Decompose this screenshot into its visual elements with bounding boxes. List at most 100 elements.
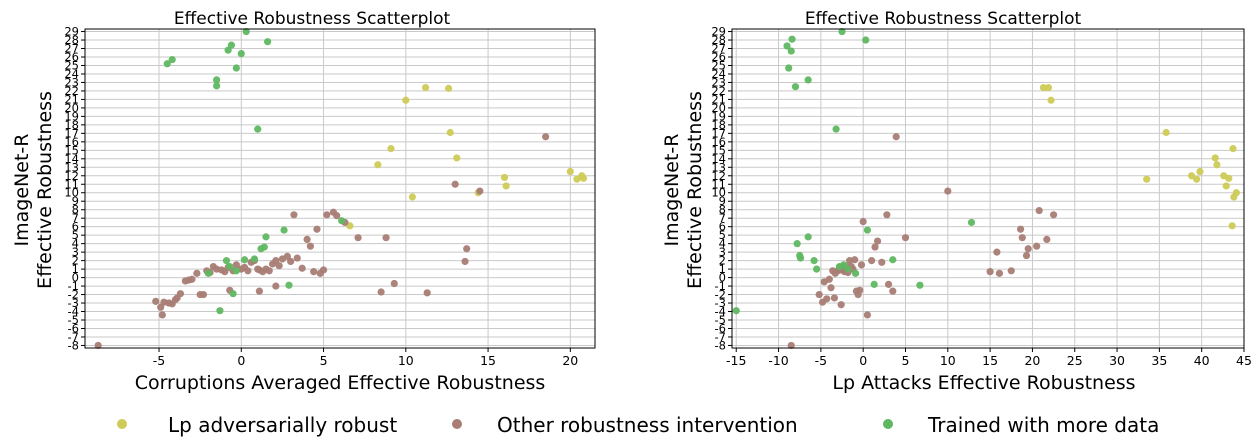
right-chart-title: Effective Robustness Scatterplot [805, 9, 1082, 29]
y-tick-label: 7 [719, 211, 726, 225]
point-lp-adversarially-robust [446, 128, 454, 137]
point-trained-with-more-data [264, 38, 272, 46]
left-x-ticks: -5 0 5 10 15 20 [153, 348, 578, 368]
y-tick-label: 4 [72, 237, 79, 251]
right-x-axis-label: Lp Attacks Effective Robustness [832, 372, 1135, 394]
point-lp-adversarially-robust [1232, 189, 1240, 197]
point-trained-with-more-data [338, 217, 346, 225]
point-trained-with-more-data [168, 55, 176, 64]
point-other-robustness-intervention [944, 187, 952, 195]
y-tick-label: 22 [711, 84, 726, 98]
point-other-robustness-intervention [857, 261, 866, 269]
point-other-robustness-intervention [878, 258, 886, 266]
y-tick-label: 14 [711, 152, 726, 166]
right-y-axis-label-line1: ImageNet-R [661, 134, 683, 247]
left-y-ticks: -8-7-6-5-4-3-2-1012345678910111213141516… [64, 25, 85, 352]
point-trained-with-more-data [862, 36, 870, 44]
point-other-robustness-intervention [542, 133, 550, 141]
y-tick-label: 23 [711, 75, 726, 89]
left-plot-frame [84, 28, 596, 349]
point-trained-with-more-data [863, 226, 872, 234]
point-other-robustness-intervention [884, 280, 893, 288]
right-y-ticks: -8-7-6-5-4-3-2-1012345678910111213141516… [711, 25, 732, 352]
x-tick-label: 5 [320, 353, 328, 368]
y-tick-label: 6 [719, 220, 726, 234]
point-lp-adversarially-robust [1187, 172, 1196, 180]
point-lp-adversarially-robust [1143, 175, 1151, 183]
point-other-robustness-intervention [290, 211, 298, 219]
point-trained-with-more-data [213, 82, 221, 90]
point-other-robustness-intervention [889, 287, 897, 295]
point-other-robustness-intervention [423, 289, 431, 297]
y-tick-label: 5 [72, 228, 79, 242]
point-other-robustness-intervention [319, 266, 328, 274]
point-trained-with-more-data [227, 41, 236, 49]
point-lp-adversarially-robust [500, 173, 509, 182]
y-tick-label: 17 [711, 126, 726, 140]
point-lp-adversarially-robust [1047, 96, 1055, 104]
left-x-axis-label: Corruptions Averaged Effective Robustnes… [135, 372, 546, 394]
point-other-robustness-intervention [883, 211, 891, 219]
point-other-robustness-intervention [390, 279, 398, 288]
point-trained-with-more-data [967, 218, 976, 227]
point-other-robustness-intervention [823, 295, 831, 303]
point-other-robustness-intervention [188, 275, 196, 283]
point-other-robustness-intervention [354, 234, 362, 242]
point-other-robustness-intervention [377, 288, 385, 296]
point-other-robustness-intervention [451, 180, 459, 188]
point-other-robustness-intervention [293, 254, 301, 262]
point-other-robustness-intervention [255, 287, 263, 295]
x-tick-label: 15 [480, 353, 496, 368]
point-trained-with-more-data [785, 64, 793, 72]
y-tick-label: 25 [711, 58, 726, 72]
point-other-robustness-intervention [1049, 211, 1058, 219]
y-tick-label: -2 [68, 288, 79, 302]
y-tick-label: 8 [719, 203, 726, 217]
legend: Lp adversarially robust Other robustness… [117, 413, 1159, 437]
y-tick-label: -4 [68, 305, 79, 319]
point-other-robustness-intervention [986, 268, 994, 276]
point-other-robustness-intervention [323, 211, 331, 219]
point-other-robustness-intervention [382, 234, 390, 242]
point-trained-with-more-data [813, 265, 821, 273]
y-tick-label: 11 [64, 177, 79, 191]
y-tick-label: 15 [64, 143, 79, 157]
y-tick-label: 25 [64, 58, 79, 72]
y-tick-label: 10 [711, 186, 726, 200]
point-other-robustness-intervention [199, 290, 208, 299]
point-trained-with-more-data [285, 281, 293, 289]
point-other-robustness-intervention [158, 311, 166, 319]
y-tick-label: 16 [711, 135, 726, 149]
y-tick-label: 8 [72, 203, 79, 217]
x-tick-label: 30 [1109, 353, 1125, 368]
y-tick-label: -5 [715, 313, 726, 327]
y-tick-label: 13 [64, 160, 79, 174]
x-tick-label: 5 [902, 353, 910, 368]
y-tick-label: 17 [64, 126, 79, 140]
point-other-robustness-intervention [287, 257, 295, 266]
point-lp-adversarially-robust [408, 193, 416, 201]
point-other-robustness-intervention [892, 133, 900, 141]
point-lp-adversarially-robust [1211, 154, 1219, 162]
y-tick-label: -7 [715, 330, 726, 344]
x-tick-label: 45 [1236, 353, 1252, 368]
x-tick-label: 40 [1194, 353, 1210, 368]
point-other-robustness-intervention [827, 284, 835, 292]
y-tick-label: 0 [719, 271, 726, 285]
point-other-robustness-intervention [995, 269, 1004, 277]
y-tick-label: 10 [64, 186, 79, 200]
point-trained-with-more-data [783, 42, 791, 50]
point-trained-with-more-data [832, 125, 840, 133]
point-trained-with-more-data [838, 27, 846, 36]
point-trained-with-more-data [787, 47, 795, 55]
point-other-robustness-intervention [232, 261, 240, 269]
point-other-robustness-intervention [901, 234, 910, 242]
point-trained-with-more-data [229, 290, 237, 298]
point-trained-with-more-data [804, 233, 812, 241]
y-tick-label: -1 [715, 279, 726, 293]
y-tick-label: -2 [715, 288, 726, 302]
point-lp-adversarially-robust [1044, 83, 1053, 92]
point-other-robustness-intervention [476, 187, 484, 195]
y-tick-label: 16 [64, 135, 79, 149]
